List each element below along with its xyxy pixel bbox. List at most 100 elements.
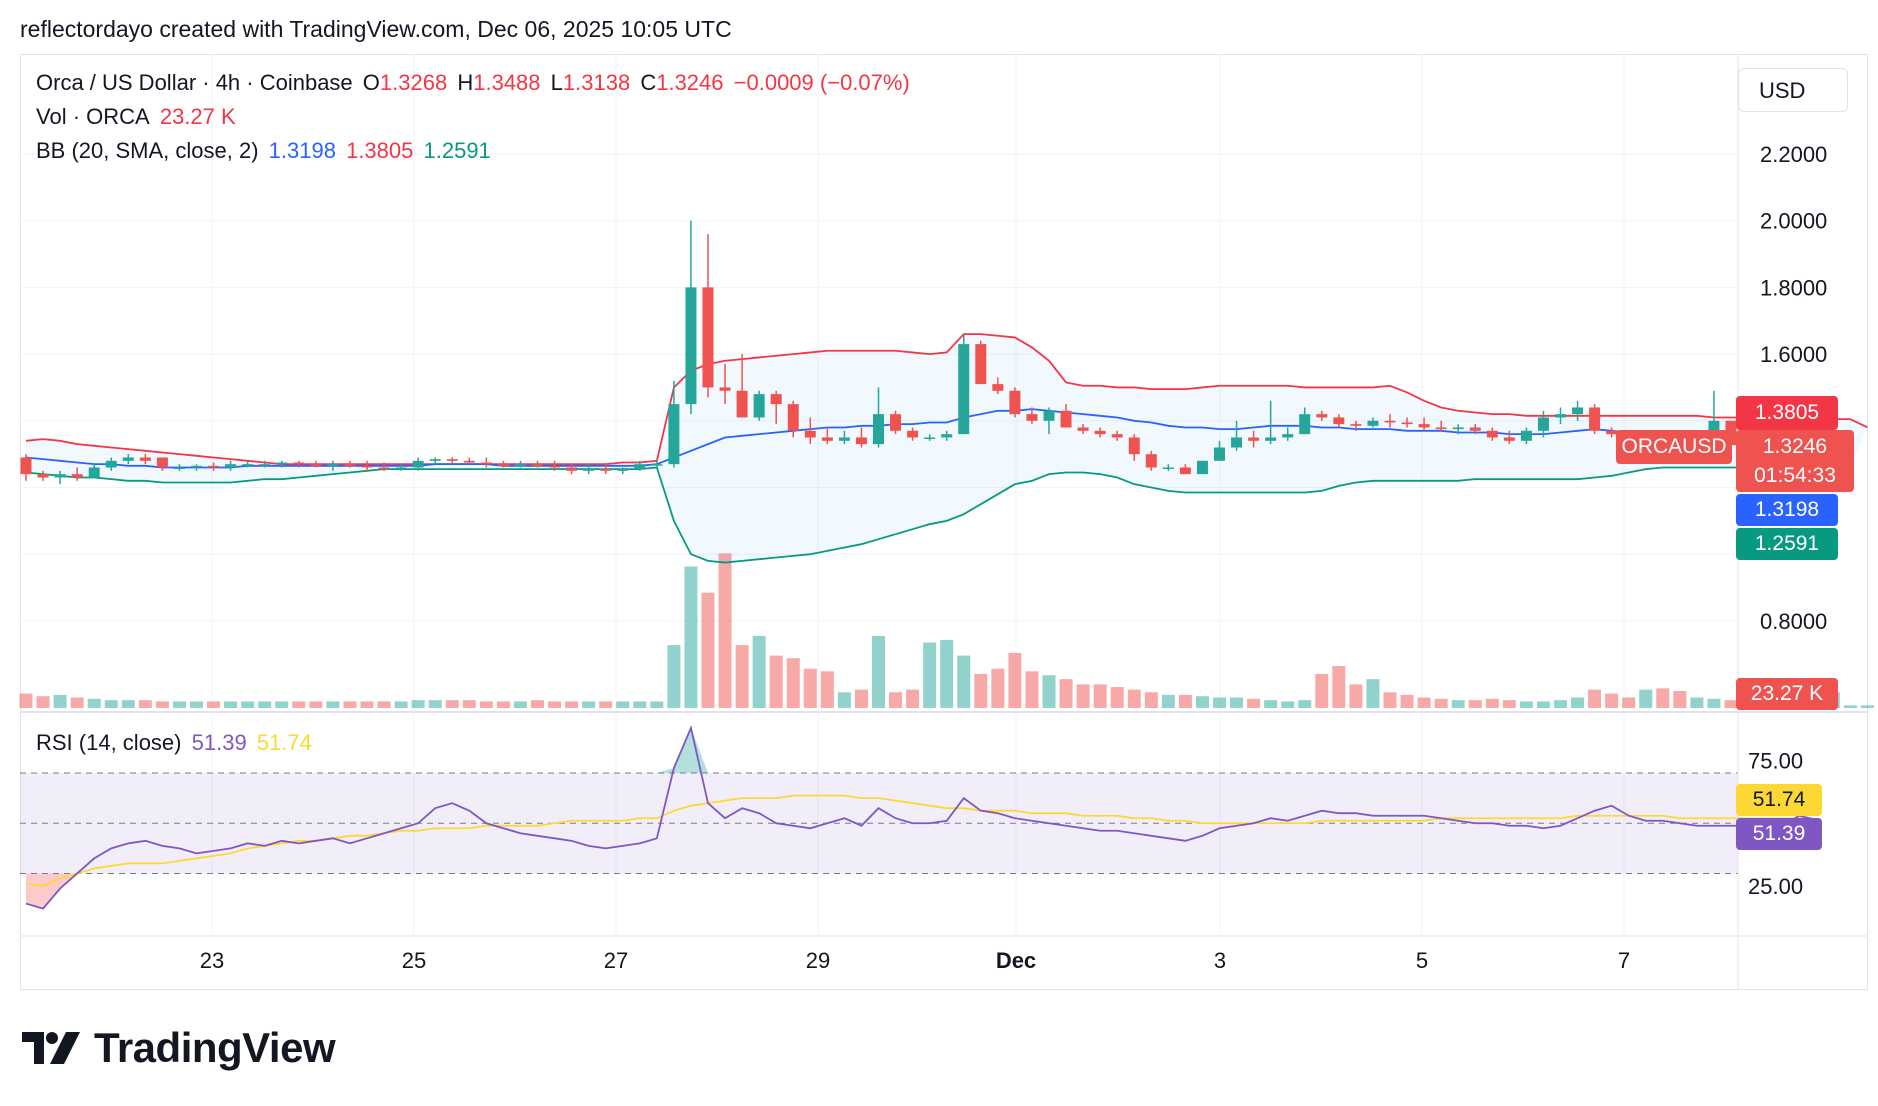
volume-bar <box>1178 694 1192 708</box>
candle-body <box>497 464 509 466</box>
chart-frame[interactable] <box>20 54 1868 990</box>
volume-bar <box>258 701 272 708</box>
candle-body <box>1606 430 1618 435</box>
volume-bar <box>1571 697 1585 708</box>
volume-bar <box>1008 652 1022 708</box>
legend-symbol[interactable]: Orca / US Dollar · 4h · Coinbase <box>36 70 353 95</box>
volume-bar <box>1195 696 1209 708</box>
candle-body <box>1367 420 1379 426</box>
bar-countdown: 01:54:33 <box>1754 464 1836 487</box>
candle-body <box>702 287 714 388</box>
candle-body <box>446 459 458 461</box>
volume-bar <box>1434 698 1448 708</box>
candle-body <box>1401 422 1413 425</box>
volume-bar <box>138 700 152 708</box>
legend-volume[interactable]: Vol · ORCA 23.27 K <box>36 104 240 130</box>
last-price-tag: 1.3246 01:54:33 <box>1736 430 1854 492</box>
volume-bar <box>1366 679 1380 708</box>
candle-body <box>1162 467 1174 469</box>
volume-bar <box>394 701 408 708</box>
candle-body <box>924 437 936 439</box>
candle-body <box>1231 437 1243 448</box>
volume-bar <box>1605 693 1619 708</box>
volume-bar <box>1417 697 1431 708</box>
candle-body <box>532 464 543 466</box>
time-tick-label: 7 <box>1618 948 1630 973</box>
candle-body <box>855 437 867 445</box>
candle-body <box>821 437 833 441</box>
candle-body <box>71 474 83 478</box>
legend-bb-label: BB (20, SMA, close, 2) <box>36 138 259 163</box>
volume-bar <box>735 645 749 708</box>
candle-body <box>890 414 902 431</box>
candle-body <box>327 464 339 466</box>
candle-body <box>310 464 322 466</box>
candle-body <box>1196 460 1208 475</box>
legend-rsi[interactable]: RSI (14, close) 51.39 51.74 <box>36 730 316 756</box>
legend-bb-lower: 1.2591 <box>423 138 491 163</box>
volume-bar <box>820 671 834 708</box>
candle-body <box>736 390 748 418</box>
candle-body <box>873 414 884 445</box>
price-tick-label: 0.8000 <box>1760 609 1827 634</box>
volume-bar <box>1673 690 1687 708</box>
tradingview-logo[interactable]: TradingView <box>22 1024 336 1072</box>
volume-bar <box>1536 701 1550 708</box>
time-tick-label: 29 <box>806 948 830 973</box>
volume-bar <box>496 701 510 708</box>
volume-bar <box>445 700 459 708</box>
candle-body <box>634 464 646 470</box>
volume-bar <box>1622 697 1636 708</box>
price-tick-label: 1.8000 <box>1760 275 1827 300</box>
candle-body <box>259 464 271 466</box>
volume-bar <box>241 701 255 708</box>
candle-body <box>600 469 612 471</box>
axes: 2.2000 2.0000 1.8000 1.6000 0.8000 23 25 27 29 De… <box>20 54 1868 990</box>
volume-bar <box>1349 684 1363 708</box>
volume-bar <box>309 701 323 708</box>
price-tick-label: 1.6000 <box>1760 342 1827 367</box>
legend-high-label: H <box>457 70 474 95</box>
bb-lower-line <box>25 466 1851 564</box>
volume-bar <box>1332 666 1346 708</box>
grid-lines <box>20 54 1738 936</box>
candle-body <box>293 462 305 465</box>
volume-bar <box>906 689 920 708</box>
currency-button[interactable]: USD <box>1738 68 1848 112</box>
volume-bar <box>1076 684 1090 708</box>
volume-bar <box>36 696 50 708</box>
volume-bar <box>121 700 135 708</box>
candle-body <box>1145 454 1157 468</box>
rsi-pane <box>20 724 1817 910</box>
candle-body <box>191 465 202 468</box>
candle-body <box>1026 414 1038 421</box>
volume-bar <box>923 642 937 708</box>
candle-body <box>1060 410 1072 428</box>
volume-bar <box>837 692 851 708</box>
rsi-tick-label: 75.00 <box>1748 749 1803 774</box>
candle-body <box>105 460 117 468</box>
volume-bar <box>633 701 647 708</box>
volume-bar <box>275 701 289 708</box>
volume-bar <box>769 655 783 708</box>
volume-bar <box>684 566 698 708</box>
symbol-tag[interactable]: ORCAUSD <box>1616 430 1732 464</box>
legend-bollinger[interactable]: BB (20, SMA, close, 2) 1.3198 1.3805 1.2… <box>36 138 495 164</box>
volume-tag: 23.27 K <box>1736 678 1838 710</box>
volume-bar <box>1383 692 1397 708</box>
volume-bar <box>19 693 33 708</box>
volume-bar <box>70 697 84 708</box>
candle-body <box>225 464 237 468</box>
volume-bar <box>1468 700 1482 708</box>
rsi-overbought-fill <box>656 727 708 774</box>
last-price-value: 1.3246 <box>1762 435 1828 458</box>
volume-bar <box>599 701 613 708</box>
candle-body <box>208 465 220 468</box>
chart-attribution: reflectordayo created with TradingView.c… <box>20 16 732 42</box>
candle-body <box>1384 420 1396 423</box>
volume-bar <box>889 692 903 708</box>
legend-main: Orca / US Dollar · 4h · Coinbase O1.3268… <box>36 70 914 96</box>
bb-upper-price-tag: 1.3805 <box>1736 396 1838 430</box>
legend-volume-label: Vol · ORCA <box>36 104 150 129</box>
